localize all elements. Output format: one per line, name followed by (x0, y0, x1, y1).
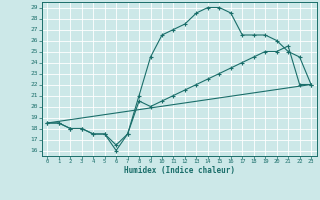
X-axis label: Humidex (Indice chaleur): Humidex (Indice chaleur) (124, 166, 235, 175)
